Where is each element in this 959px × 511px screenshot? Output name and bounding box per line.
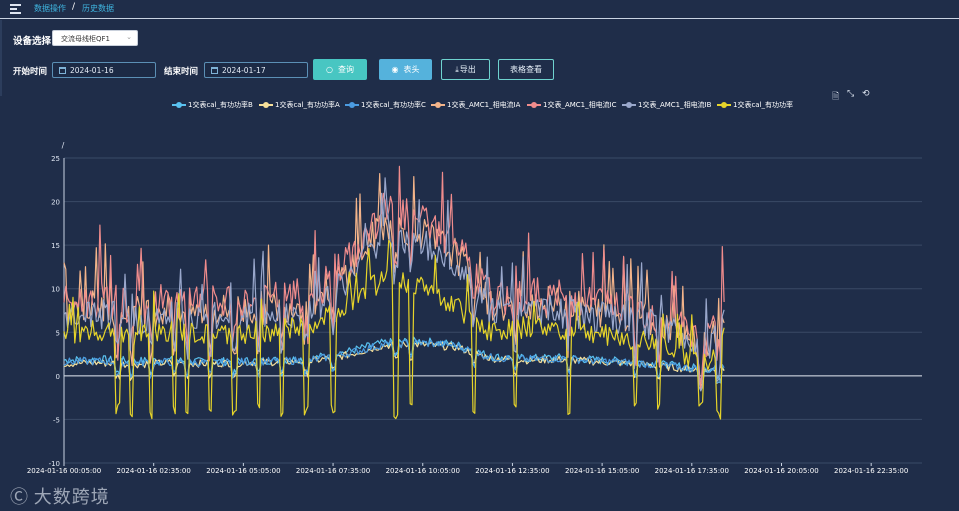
eye-icon: ◉: [391, 65, 399, 74]
x-tick-label: 2024-01-16 00:05:00: [27, 467, 101, 475]
calendar-icon: [211, 67, 218, 74]
export-button[interactable]: ⤓导出: [441, 59, 490, 80]
query-button[interactable]: ○ 查询: [313, 59, 367, 80]
y-tick-label: 0: [56, 373, 60, 381]
y-tick-label: 15: [51, 242, 60, 250]
legend-label: 1交表cal_有功功率B: [188, 101, 253, 109]
y-tick-label: -5: [53, 416, 60, 424]
series-line: [63, 339, 725, 386]
legend-label: 1交表cal_有功功率A: [275, 101, 340, 109]
series-line: [63, 177, 725, 392]
x-tick-label: 2024-01-16 02:35:00: [117, 467, 191, 475]
x-tick-label: 2024-01-16 12:35:00: [475, 467, 549, 475]
x-tick-label: 2024-01-16 22:35:00: [834, 467, 908, 475]
breadcrumb-item-history: 历史数据: [82, 4, 114, 13]
start-date-input[interactable]: 2024-01-16: [52, 62, 156, 78]
legend-marker: [527, 102, 541, 108]
y-axis-label: /: [62, 141, 65, 150]
device-select-value: 交流母线柜QF1: [61, 35, 110, 43]
x-tick-label: 2024-01-16 20:05:00: [744, 467, 818, 475]
y-tick-label: 5: [56, 329, 60, 337]
end-time-label: 结束时间: [164, 67, 199, 77]
legend-marker: [717, 102, 731, 108]
y-tick-label: 20: [51, 199, 60, 207]
start-time-label: 开始时间: [13, 67, 48, 77]
x-tick-label: 2024-01-16 15:05:00: [565, 467, 639, 475]
device-select[interactable]: 交流母线柜QF1 ⌄: [52, 30, 138, 46]
legend-marker: [622, 102, 636, 108]
legend-marker: [345, 102, 359, 108]
legend-label: 1交表cal_有功功率: [733, 101, 794, 109]
start-date-value: 2024-01-16: [70, 66, 114, 75]
table-view-button[interactable]: 表格查看: [498, 59, 554, 80]
header-button[interactable]: ◉ 表头: [379, 59, 432, 80]
breadcrumb-separator: /: [72, 2, 76, 12]
x-tick-label: 2024-01-16 10:05:00: [386, 467, 460, 475]
export-button-label: 导出: [459, 65, 476, 74]
x-tick-label: 2024-01-16 17:35:00: [655, 467, 729, 475]
watermark-logo: Ⓒ: [10, 487, 28, 508]
watermark: Ⓒ 大数跨境: [10, 483, 110, 509]
y-tick-label: -10: [49, 460, 60, 468]
menu-fold-icon[interactable]: [10, 4, 21, 14]
legend-label: 1交表_AMC1_相电流IC: [543, 101, 617, 109]
header-button-label: 表头: [403, 65, 420, 74]
legend-label: 1交表_AMC1_相电流IB: [638, 101, 712, 109]
zoom-icon[interactable]: ⤡: [847, 89, 855, 99]
calendar-icon: [59, 67, 66, 74]
query-button-label: 查询: [337, 65, 354, 74]
legend-label: 1交表_AMC1_相电流IA: [447, 101, 521, 109]
download-icon: ⤓: [455, 65, 459, 74]
left-edge-strip: [0, 20, 2, 96]
series-line: [63, 239, 725, 420]
table-view-button-label: 表格查看: [510, 65, 542, 74]
x-tick-label: 2024-01-16 05:05:00: [206, 467, 280, 475]
y-tick-label: 25: [51, 155, 60, 163]
watermark-text: 大数跨境: [33, 487, 110, 508]
search-icon: ○: [326, 65, 333, 74]
chart-legend: 1交表cal_有功功率B 1交表cal_有功功率A 1交表cal_有功功率C 1交表_…: [0, 99, 959, 111]
legend-label: 1交表cal_有功功率C: [361, 101, 426, 109]
legend-marker: [172, 102, 186, 108]
restore-icon[interactable]: ⟲: [862, 89, 870, 99]
x-tick-label: 2024-01-16 07:35:00: [296, 467, 370, 475]
breadcrumb-item-data-ops[interactable]: 数据操作: [34, 4, 66, 13]
legend-marker: [431, 102, 445, 108]
chevron-down-icon: ⌄: [126, 33, 132, 41]
legend-marker: [259, 102, 273, 108]
end-date-input[interactable]: 2024-01-17: [204, 62, 308, 78]
y-tick-label: 10: [51, 286, 60, 294]
end-date-value: 2024-01-17: [222, 66, 266, 75]
data-view-icon[interactable]: 🗎: [832, 92, 840, 102]
top-bar: 数据操作 / 历史数据: [0, 0, 959, 19]
device-select-label: 设备选择: [13, 36, 52, 47]
